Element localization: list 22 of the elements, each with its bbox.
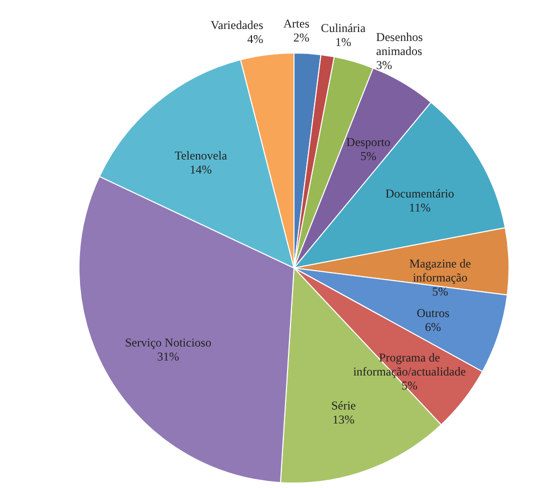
slice-label: Variedades [210,18,264,32]
slice-label: Documentário [386,186,454,201]
data-label: 4% [247,32,264,46]
data-label: 11% [409,200,431,215]
data-label: 1% [335,35,352,50]
slice-label: Artes [283,16,310,30]
slice-label: Desenhos animados [376,30,424,58]
data-label: 2% [293,30,310,44]
data-label: 5% [360,149,376,164]
data-label: 14% [190,162,212,176]
slice-label: Serviço Noticioso [124,335,212,350]
data-label: 31% [157,349,180,364]
data-label: 13% [332,412,355,427]
data-label: 6% [425,320,442,334]
data-label: 5% [432,284,448,298]
data-label: 3% [376,58,392,72]
slice-label: Desporto [346,135,390,150]
slice-label: Outros [416,306,450,320]
slice-label: Magazine de informação [409,256,471,284]
slice-label: Série [331,398,356,413]
slice-label: Telenovela [174,148,228,162]
slice-label: Culinária [320,21,366,36]
